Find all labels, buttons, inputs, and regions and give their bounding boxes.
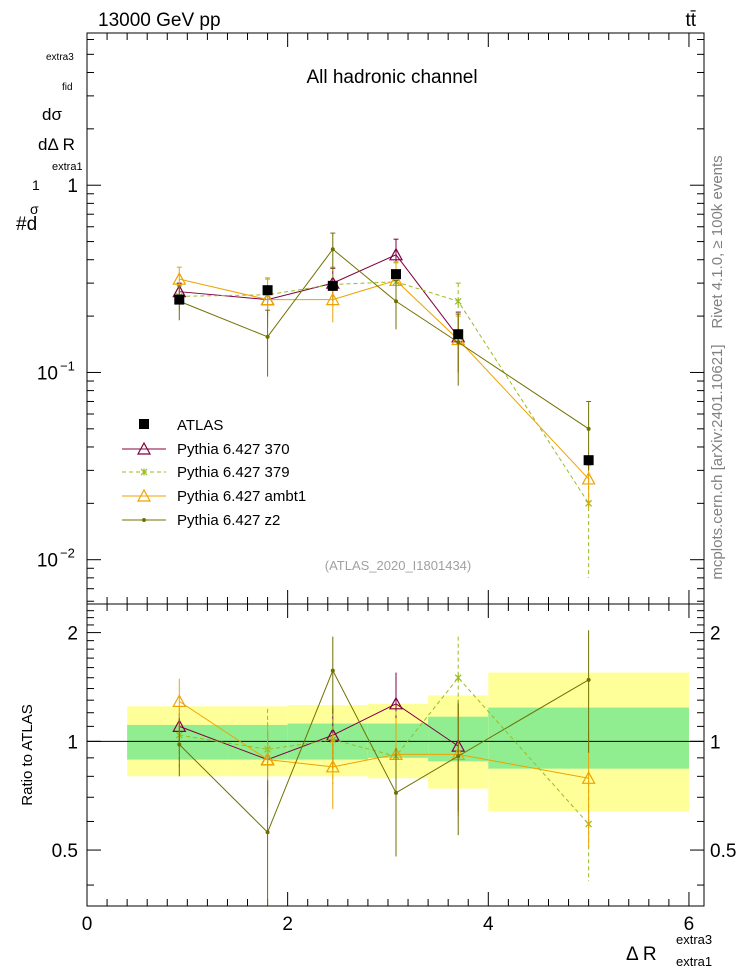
ratio-marker: [454, 674, 462, 682]
legend-label-379: Pythia 6.427 379: [177, 464, 290, 481]
analysis-label: (ATLAS_2020_I1801434): [325, 558, 471, 573]
collision-label: 13000 GeV pp: [98, 10, 221, 31]
legend-symbol: [136, 441, 152, 455]
band-inner: [227, 724, 288, 760]
ratio-plot-frame: [86, 603, 705, 907]
main-y-ticks: 10 −210 −11: [37, 39, 704, 602]
svg-text:1: 1: [32, 177, 40, 193]
ratio-marker: [586, 677, 591, 682]
ratio-tick-label-right: 2: [710, 624, 721, 645]
ratio-tick-label-left: 1: [67, 732, 78, 753]
x-tick-label: 0: [82, 914, 93, 935]
series-marker: [172, 271, 187, 285]
ratio-series-3: [177, 630, 591, 906]
rivet-label: Rivet 4.1.0, ≥ 100k events: [709, 155, 726, 328]
main-tick-label: 1: [67, 176, 78, 197]
series-marker: [456, 340, 461, 345]
x-ticks: 0 2 4 6: [82, 33, 695, 935]
legend-label-370: Pythia 6.427 370: [177, 441, 290, 458]
legend-label-ambt1: Pythia 6.427 ambt1: [177, 488, 306, 505]
svg-text:extra1: extra1: [676, 954, 712, 969]
main-tick-exponent: −2: [60, 546, 75, 561]
ratio-tick-label-left: 0.5: [52, 841, 78, 862]
series-line: [179, 254, 459, 338]
ratio-marker: [265, 830, 270, 835]
data-point: [327, 280, 338, 291]
series-marker: [260, 292, 275, 306]
main-tick-exponent: −1: [60, 358, 75, 373]
ratio-marker: [177, 742, 182, 747]
ratio-line: [178, 669, 589, 834]
series-marker: [581, 471, 596, 485]
series-0: [172, 238, 466, 373]
legend-symbol: [142, 518, 146, 522]
atlas-data: [174, 269, 594, 466]
series-marker: [394, 299, 399, 304]
svg-text:σ: σ: [30, 201, 39, 217]
ratio-series: [172, 630, 596, 906]
svg-text:extra3: extra3: [46, 52, 74, 63]
x-tick-label: 2: [282, 914, 293, 935]
svg-text:fid: fid: [62, 82, 73, 93]
ratio-marker: [325, 759, 340, 773]
data-point: [583, 455, 594, 466]
ratio-marker: [172, 694, 187, 707]
svg-text:dσ: dσ: [42, 105, 62, 124]
series-marker: [330, 247, 335, 252]
main-series: [172, 232, 596, 578]
ratio-marker: [330, 668, 335, 673]
ratio-line: [179, 700, 589, 779]
series-1: [175, 262, 593, 578]
data-point: [174, 294, 185, 305]
ratio-marker: [388, 696, 404, 710]
ratio-y-ticks: 0.5 0.5 1 1 2 2: [52, 610, 736, 886]
series-line: [179, 278, 589, 480]
band-inner: [127, 724, 228, 760]
ratio-line: [179, 676, 589, 825]
series-marker: [586, 426, 591, 431]
series-line: [179, 248, 589, 430]
chart-title: All hadronic channel: [306, 67, 477, 88]
ratio-marker: [581, 771, 596, 784]
mcplots-label: mcplots.cern.ch [arXiv:2401.10621]: [709, 344, 726, 579]
series-line: [179, 281, 590, 504]
legend-symbol: [136, 488, 152, 502]
series-marker: [265, 334, 270, 339]
ratio-tick-label-right: 1: [710, 732, 721, 753]
legend-symbol: [140, 468, 148, 476]
x-tick-label: 6: [684, 914, 695, 935]
series-3: [176, 232, 592, 471]
x-tick-label: 4: [483, 914, 494, 935]
svg-text:extra3: extra3: [676, 932, 712, 947]
ratio-marker: [394, 790, 399, 795]
series-marker: [388, 247, 404, 261]
svg-text:Δ R: Δ R: [626, 944, 657, 965]
series-marker: [325, 292, 340, 306]
ratio-tick-label-left: 2: [67, 624, 78, 645]
legend-label-z2: Pythia 6.427 z2: [177, 512, 280, 529]
legend: ATLAS Pythia 6.427 370 Pythia 6.427 379 …: [122, 417, 306, 529]
ratio-marker: [260, 752, 275, 766]
ratio-bands: [127, 672, 689, 812]
main-y-label: #d 1 σ dσ fid dΔ R extra1 extra3: [16, 52, 83, 235]
legend-label-atlas: ATLAS: [177, 417, 223, 434]
legend-symbol-atlas: [139, 419, 149, 429]
x-axis-label: Δ R extra3 extra1: [626, 932, 712, 969]
main-tick-label: 10: [37, 363, 58, 384]
ratio-marker: [456, 754, 461, 759]
data-point: [453, 329, 464, 340]
series-marker: [454, 297, 462, 305]
svg-text:dΔ R: dΔ R: [38, 135, 75, 154]
ratio-y-label: Ratio to ATLAS: [19, 704, 36, 805]
process-label: tt̄: [685, 10, 696, 31]
data-point: [262, 285, 273, 296]
svg-text:#d: #d: [16, 214, 37, 235]
svg-text:extra1: extra1: [52, 161, 83, 173]
data-point: [391, 269, 402, 280]
ratio-tick-label-right: 0.5: [710, 841, 736, 862]
main-tick-label: 10: [37, 551, 58, 572]
